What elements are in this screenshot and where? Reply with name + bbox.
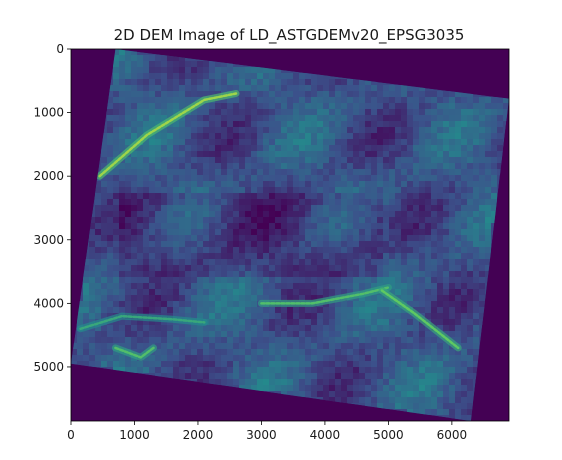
ridge-crest-5 xyxy=(114,346,155,359)
x-tick-label: 6000 xyxy=(437,428,468,442)
ridge-crest-3 xyxy=(380,289,460,350)
y-tick-label: 4000 xyxy=(33,296,64,310)
terrain-raster xyxy=(71,49,509,421)
y-tick-label: 5000 xyxy=(33,360,64,374)
x-tick-label: 1000 xyxy=(119,428,150,442)
y-tick-label: 0 xyxy=(56,42,64,56)
y-tick-label: 3000 xyxy=(33,233,64,247)
x-axis: 0 1000 2000 3000 4000 5000 6000 xyxy=(67,421,467,442)
y-tick-label: 1000 xyxy=(33,106,64,120)
x-tick-label: 5000 xyxy=(373,428,404,442)
y-axis: 0 1000 2000 3000 4000 5000 xyxy=(33,42,71,374)
ridge-crest-1 xyxy=(98,92,238,178)
chart-title: 2D DEM Image of LD_ASTGDEMv20_EPSG3035 xyxy=(114,26,465,45)
x-tick-label: 4000 xyxy=(310,428,341,442)
x-tick-label: 2000 xyxy=(183,428,214,442)
ridge-crest-4 xyxy=(79,314,206,331)
x-tick-label: 3000 xyxy=(246,428,277,442)
y-tick-label: 2000 xyxy=(33,169,64,183)
x-tick-label: 0 xyxy=(67,428,75,442)
ridge-highlights xyxy=(77,90,462,361)
plot-area xyxy=(70,48,510,422)
plot-frame xyxy=(70,48,510,422)
ridge-crest-2 xyxy=(260,286,390,305)
